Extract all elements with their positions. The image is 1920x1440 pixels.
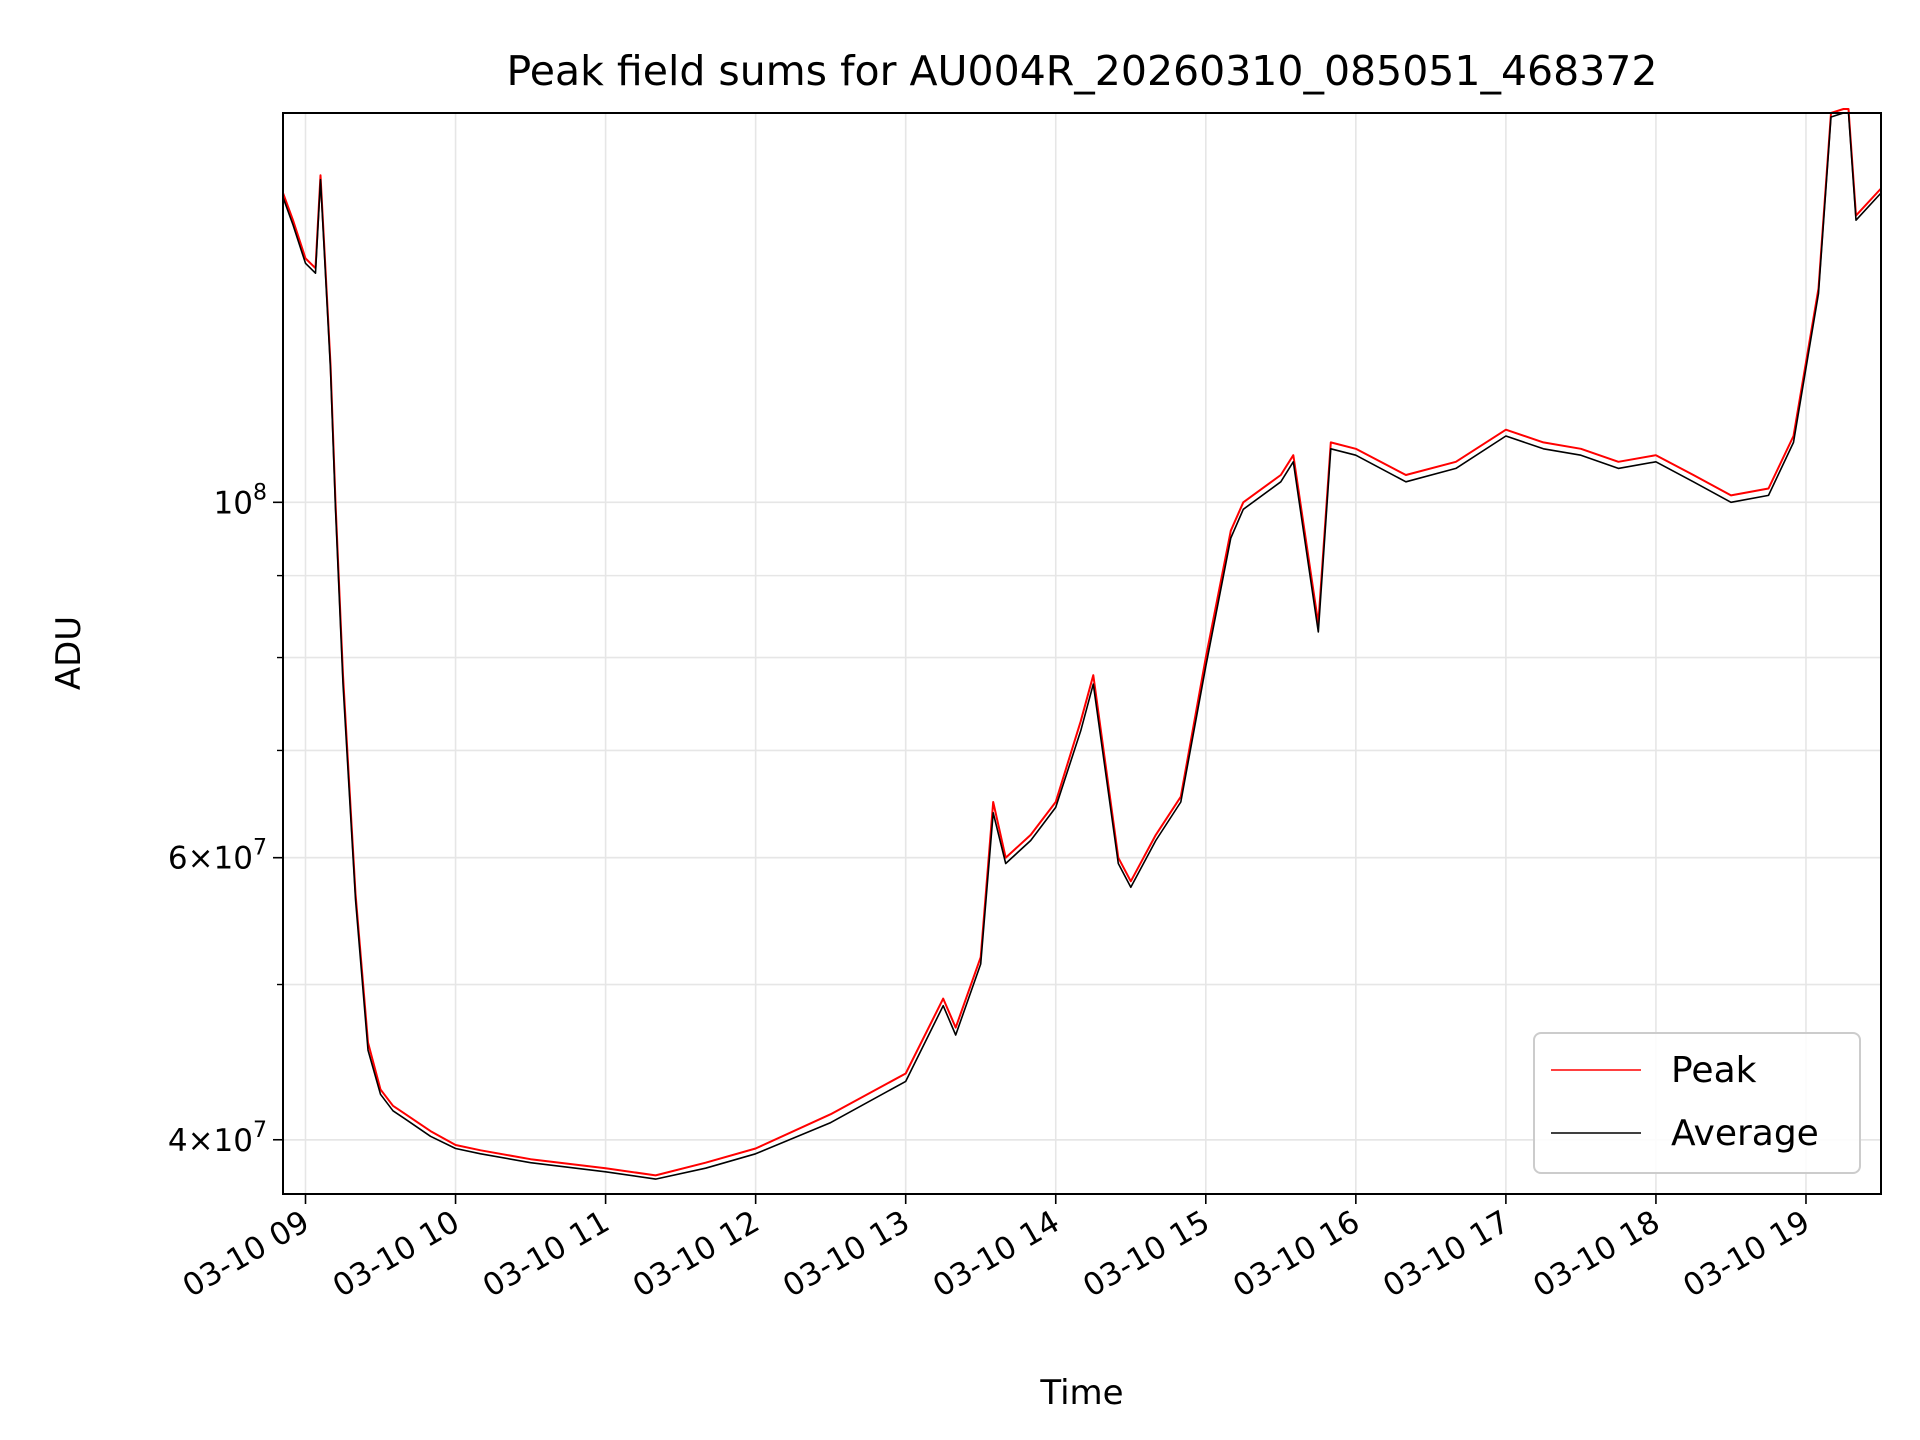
- y-tick-label: 108: [214, 480, 267, 521]
- y-tick-label: 4×107: [168, 1118, 267, 1159]
- y-tick-label: 6×107: [168, 836, 267, 877]
- x-tick-label: 03-10 15: [1077, 1204, 1216, 1305]
- y-axis-label: ADU: [49, 616, 89, 690]
- x-axis-label: Time: [1039, 1373, 1123, 1413]
- chart-title: Peak field sums for AU004R_20260310_0850…: [507, 47, 1658, 95]
- legend-label-peak: Peak: [1671, 1050, 1757, 1091]
- series-line-peak: [282, 108, 1882, 1177]
- x-tick-label: 03-10 17: [1377, 1204, 1516, 1305]
- legend-label-average: Average: [1671, 1113, 1819, 1154]
- plot-frame: [282, 112, 1882, 1195]
- series-line-average: [282, 112, 1882, 1180]
- x-axis: 03-10 09 03-10 10 03-10 11 03-10 12 03-10 13…: [177, 1194, 1816, 1305]
- x-tick-label: 03-10 09: [177, 1204, 316, 1305]
- legend: Peak Average: [1533, 1032, 1861, 1174]
- x-tick-label: 03-10 19: [1677, 1204, 1816, 1305]
- grid-lines: [283, 113, 1881, 1194]
- y-axis: 4×107 6×107 108: [168, 480, 283, 1159]
- x-tick-label: 03-10 11: [477, 1204, 616, 1305]
- x-tick-label: 03-10 10: [327, 1204, 466, 1305]
- x-tick-label: 03-10 16: [1227, 1204, 1366, 1305]
- x-tick-label: 03-10 13: [777, 1204, 916, 1305]
- plot-series: [282, 108, 1882, 1180]
- x-tick-label: 03-10 12: [627, 1204, 766, 1305]
- x-tick-label: 03-10 18: [1527, 1204, 1666, 1305]
- legend-box: [1533, 1032, 1861, 1174]
- x-tick-label: 03-10 14: [927, 1204, 1066, 1305]
